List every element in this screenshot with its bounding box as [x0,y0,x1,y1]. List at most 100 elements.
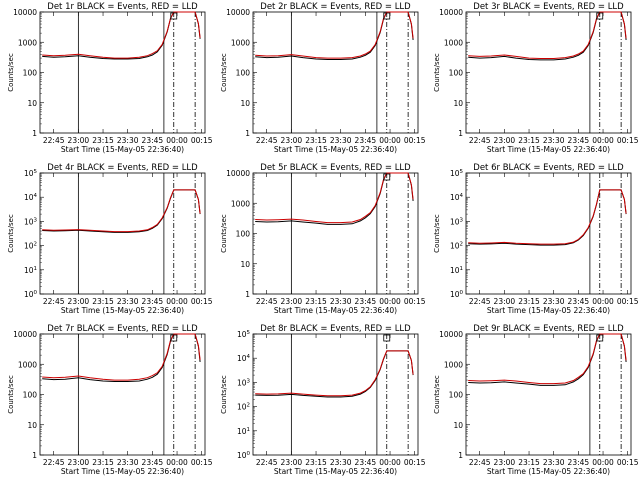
x-tick-label: 23:30 [117,136,139,145]
y-tick-label: 104 [237,354,251,363]
y-tick-label: 100 [449,69,464,78]
y-tick-label: 104 [24,193,38,202]
x-tick-label: 22:45 [469,136,491,145]
y-axis-label: Counts/sec [433,375,441,414]
panel-title: Det 7r BLACK = Events, RED = LLD [47,324,198,334]
x-tick-label: 22:45 [469,458,491,467]
x-tick-label: 23:15 [92,136,114,145]
y-tick-label: 10 [240,99,250,108]
detector-panel: Det 6r BLACK = Events, RED = LLD 100 101 10… [433,163,639,315]
x-tick-label: 23:45 [355,458,377,467]
y-tick-label: 1 [245,290,250,299]
y-tick-label: 102 [237,403,250,412]
y-tick-label: 10 [27,421,37,430]
square-marker [596,12,604,20]
y-tick-label: 10 [27,99,37,108]
events-series-line [42,189,201,233]
detector-panel: Det 5r BLACK = Events, RED = LLD 1 10 100 10… [220,163,426,315]
lld-series-line [255,11,414,59]
events-series-line [468,189,627,246]
lld-series-line [468,189,627,245]
x-axis-label: Start Time (15-May-05 22:36:40) [61,145,184,154]
x-tick-label: 22:45 [256,136,278,145]
y-axis-label: Counts/sec [433,214,441,253]
y-axis-label: Counts/sec [220,214,228,253]
x-tick-label: 23:45 [568,136,590,145]
x-tick-label: 23:00 [68,297,90,306]
x-axis-label: Start Time (15-May-05 22:36:40) [487,467,610,476]
lld-series-line [42,189,201,233]
x-tick-label: 23:00 [494,136,516,145]
lld-series-line [468,11,627,59]
x-tick-label: 23:30 [117,458,139,467]
x-tick-label: 23:15 [305,136,327,145]
plot-frame [465,333,632,456]
panel-title: Det 9r BLACK = Events, RED = LLD [473,324,624,334]
y-axis-label: Counts/sec [7,375,15,414]
y-tick-label: 1 [32,451,37,460]
x-tick-label: 23:30 [543,458,565,467]
x-tick-label: 00:00 [166,458,188,467]
x-tick-label: 23:45 [142,297,164,306]
events-series-line [468,333,627,386]
lld-series-line [255,350,414,397]
x-tick-label: 23:30 [543,136,565,145]
x-tick-label: 00:15 [404,458,426,467]
x-tick-label: 23:15 [305,297,327,306]
plot-frame [465,11,632,134]
y-tick-label: 1000 [18,38,37,47]
y-tick-label: 1000 [231,38,250,47]
x-axis-label: Start Time (15-May-05 22:36:40) [487,306,610,315]
x-tick-label: 00:15 [617,136,639,145]
x-tick-label: 22:45 [469,297,491,306]
y-tick-label: 102 [450,242,463,251]
y-tick-label: 1 [458,129,463,138]
panel-title: Det 3r BLACK = Events, RED = LLD [473,2,624,12]
panel-title: Det 8r BLACK = Events, RED = LLD [260,324,411,334]
square-marker [170,334,178,342]
y-tick-label: 10 [453,421,463,430]
y-tick-label: 1000 [18,360,37,369]
x-axis-label: Start Time (15-May-05 22:36:40) [61,467,184,476]
y-tick-label: 101 [24,266,37,275]
y-tick-label: 103 [24,217,38,226]
y-tick-label: 10000 [439,8,463,17]
x-axis-label: Start Time (15-May-05 22:36:40) [274,306,397,315]
panel-title: Det 4r BLACK = Events, RED = LLD [47,163,198,173]
x-tick-label: 23:45 [568,458,590,467]
x-tick-label: 00:00 [592,136,614,145]
square-marker [383,334,391,342]
panel-title: Det 5r BLACK = Events, RED = LLD [260,163,411,173]
y-tick-label: 100 [236,230,251,239]
y-tick-label: 10000 [13,8,37,17]
x-tick-label: 00:00 [592,297,614,306]
x-tick-label: 00:00 [379,458,401,467]
x-tick-label: 00:00 [379,136,401,145]
y-axis-label: Counts/sec [7,214,15,253]
x-tick-label: 00:15 [191,458,213,467]
x-tick-label: 23:30 [330,458,352,467]
x-tick-label: 00:00 [379,297,401,306]
y-tick-label: 1000 [231,199,250,208]
x-tick-label: 00:15 [404,136,426,145]
y-tick-label: 101 [237,427,250,436]
square-marker [596,334,604,342]
y-tick-label: 10 [453,99,463,108]
y-tick-label: 1 [32,129,37,138]
y-tick-label: 10000 [13,330,37,339]
x-tick-label: 23:15 [305,458,327,467]
x-tick-label: 23:30 [117,297,139,306]
y-tick-label: 103 [450,217,464,226]
y-tick-label: 1 [458,451,463,460]
x-tick-label: 23:45 [355,297,377,306]
square-marker [383,12,391,20]
y-tick-label: 1000 [444,38,463,47]
y-tick-label: 10000 [439,330,463,339]
panel-title: Det 2r BLACK = Events, RED = LLD [260,2,411,12]
plot-frame [465,172,632,295]
x-tick-label: 00:00 [166,136,188,145]
x-tick-label: 22:45 [43,136,65,145]
y-tick-label: 105 [450,169,464,178]
y-tick-label: 101 [450,266,463,275]
y-tick-label: 100 [449,391,464,400]
